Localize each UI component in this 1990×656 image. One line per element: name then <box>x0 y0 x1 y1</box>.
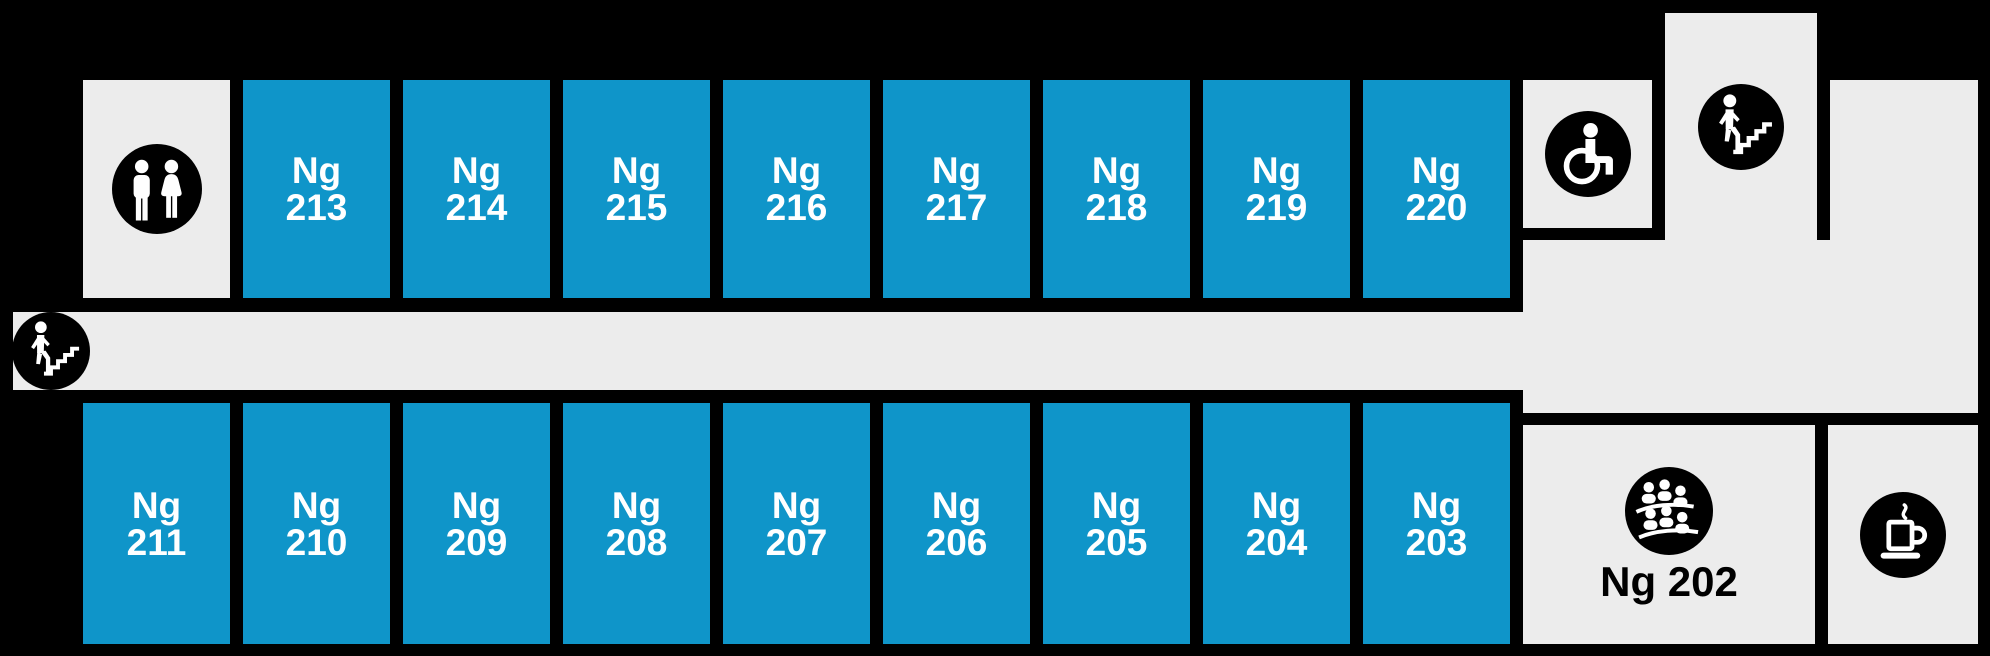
room-label: Ng <box>451 484 502 526</box>
room-ng-219[interactable]: Ng 219 <box>1203 80 1350 298</box>
room-number: 217 <box>925 187 988 228</box>
stairs-icon <box>1698 83 1784 170</box>
room-ng-214[interactable]: Ng 214 <box>403 80 550 298</box>
room-label: Ng <box>771 150 822 191</box>
room-label: Ng <box>1251 484 1302 526</box>
room-ng-207[interactable]: Ng 207 <box>723 403 870 644</box>
wheelchair-alcove <box>1523 80 1652 228</box>
room-ng-203[interactable]: Ng 203 <box>1363 403 1510 644</box>
corridor-stairs <box>12 312 90 390</box>
room-number: 206 <box>925 521 988 563</box>
room-number: 214 <box>445 187 508 228</box>
room-label: Ng <box>131 484 182 526</box>
room-ng-216[interactable]: Ng 216 <box>723 80 870 298</box>
room-label: Ng <box>611 484 662 526</box>
room-ng-213[interactable]: Ng 213 <box>243 80 390 298</box>
room-number: 211 <box>126 521 187 563</box>
room-number: 203 <box>1405 521 1468 563</box>
room-number: 209 <box>445 521 508 563</box>
room-label: Ng <box>1091 484 1142 526</box>
bottom-room-row: Ng 211 Ng 210 Ng 209 Ng 208 Ng 207 Ng 206 Ng 20… <box>83 403 1510 644</box>
room-label: Ng <box>1411 150 1462 191</box>
room-label: Ng <box>451 150 502 191</box>
room-ng-218[interactable]: Ng 218 <box>1043 80 1190 298</box>
room-ng-208[interactable]: Ng 208 <box>563 403 710 644</box>
room-number: 220 <box>1405 187 1468 228</box>
room-ng-210[interactable]: Ng 210 <box>243 403 390 644</box>
room-ng-209[interactable]: Ng 209 <box>403 403 550 644</box>
room-number: 215 <box>605 187 668 228</box>
room-label: Ng <box>1411 484 1462 526</box>
room-ng-217[interactable]: Ng 217 <box>883 80 1030 298</box>
meeting-room-audience-icon <box>1625 466 1713 555</box>
room-number: 210 <box>285 521 348 563</box>
restroom-icon <box>111 144 202 234</box>
restroom-room <box>83 80 230 298</box>
stairwell-area <box>1665 13 1817 240</box>
room-number: 219 <box>1245 187 1308 228</box>
room-label: Ng <box>1251 150 1302 191</box>
room-ng-205[interactable]: Ng 205 <box>1043 403 1190 644</box>
room-label: Ng <box>291 484 342 526</box>
room-number: 208 <box>605 521 668 563</box>
room-label: Ng <box>291 150 342 191</box>
room-number: 213 <box>285 187 348 228</box>
room-number: 204 <box>1245 521 1308 563</box>
room-label: Ng <box>611 150 662 191</box>
top-room-row: Ng 213 Ng 214 Ng 215 Ng 216 Ng 217 Ng 218 Ng 21… <box>83 80 1510 298</box>
room-ng-204[interactable]: Ng 204 <box>1203 403 1350 644</box>
room-number: 205 <box>1085 521 1148 563</box>
room-label: Ng <box>931 150 982 191</box>
wheelchair-accessible-icon <box>1544 111 1631 197</box>
room-ng-220[interactable]: Ng 220 <box>1363 80 1510 298</box>
coffee-room-icon <box>1860 491 1946 578</box>
room-label: Ng <box>1091 150 1142 191</box>
room-number: 216 <box>765 187 828 228</box>
room-number: 207 <box>765 521 828 563</box>
stairs-icon <box>12 312 90 390</box>
open-area-top-right <box>1830 80 1978 240</box>
room-ng-215[interactable]: Ng 215 <box>563 80 710 298</box>
coffee-room <box>1828 425 1978 644</box>
room-ng-206[interactable]: Ng 206 <box>883 403 1030 644</box>
room-ng-202-label: Ng 202 <box>1600 557 1738 605</box>
room-label: Ng <box>771 484 822 526</box>
room-label: Ng <box>931 484 982 526</box>
room-ng-211[interactable]: Ng 211 <box>83 403 230 644</box>
room-ng-202-meeting[interactable]: Ng 202 <box>1523 425 1815 644</box>
room-number: 218 <box>1085 187 1148 228</box>
open-area-right <box>1523 240 1978 413</box>
